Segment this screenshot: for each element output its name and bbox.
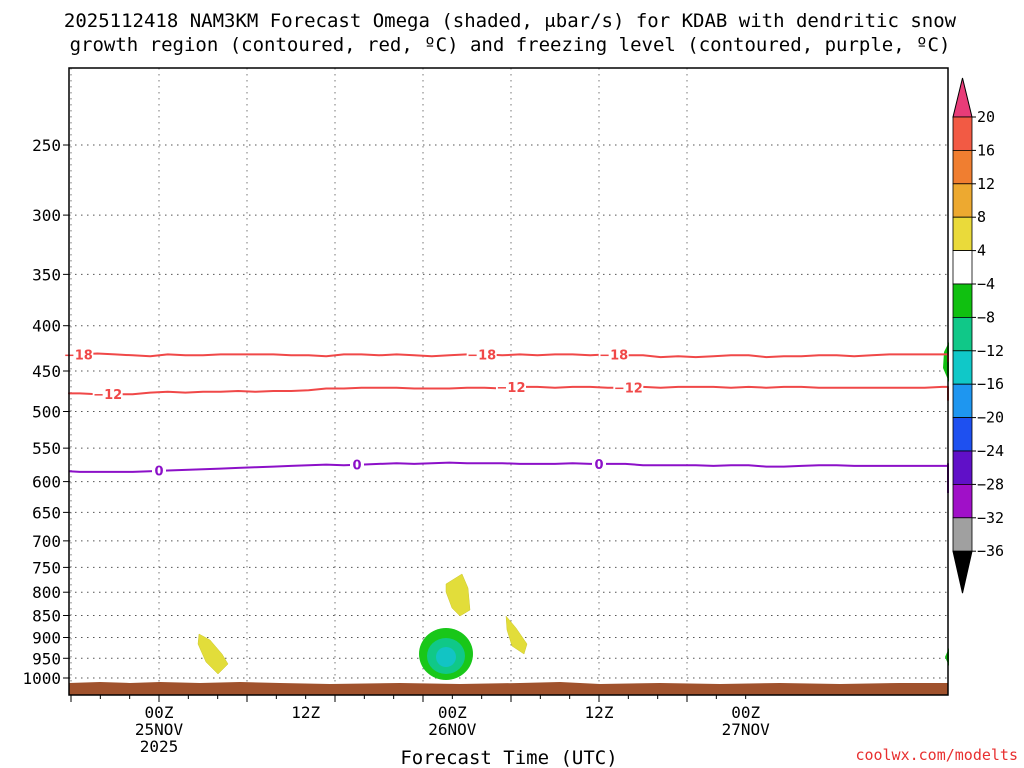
contour-label: 0 (352, 459, 361, 474)
y-tick-label: 350 (32, 265, 61, 284)
contour-label-bg (598, 346, 629, 362)
colorbar-label: 8 (977, 208, 986, 226)
contour-label: −18 (599, 348, 628, 363)
omega-positive-blob (445, 573, 471, 617)
omega-shading (197, 342, 949, 680)
colorbar-label: −4 (977, 275, 995, 293)
contour-label-bg (613, 379, 644, 395)
y-tick-label: 900 (32, 628, 61, 647)
contour-label-bg (92, 386, 123, 402)
contour-label-bg (350, 456, 364, 472)
contour-label-bg (592, 455, 606, 471)
y-tick-label: 750 (32, 558, 61, 577)
omega-positive-blob (505, 615, 528, 655)
colorbar-segment (952, 116, 973, 151)
omega-negative-blob-core (436, 647, 456, 667)
contour-label: −12 (93, 388, 122, 403)
colorbar-segment (952, 450, 973, 485)
colorbar: 20 16 12 8 4 −4 −8 −12 −16 −20 −24 −28 −32 −36 (952, 77, 1004, 594)
contour-label: −18 (64, 348, 93, 363)
colorbar-segment (952, 183, 973, 218)
x-tick-label: 12Z (585, 703, 614, 722)
y-tick-label: 700 (32, 532, 61, 551)
colorbar-label: −24 (977, 442, 1004, 460)
contour-label: −12 (497, 381, 526, 396)
contour-label-bg (496, 378, 526, 394)
x-axis-title: Forecast Time (UTC) (400, 747, 617, 768)
x-tick-label: 26NOV (428, 720, 477, 739)
contour-label-bg (63, 346, 94, 362)
x-tick-label: 00Z (438, 703, 467, 722)
y-tick-label: 450 (32, 362, 61, 381)
x-tick-label: 12Z (291, 703, 320, 722)
x-tick-label: 2025 (140, 737, 179, 756)
colorbar-segment (952, 350, 973, 385)
colorbar-segment (952, 316, 973, 352)
y-tick-label: 800 (32, 583, 61, 602)
x-tick-label: 27NOV (722, 720, 771, 739)
colorbar-top-arrow (952, 77, 973, 118)
y-tick-label: 650 (32, 503, 61, 522)
colorbar-segment (952, 383, 973, 419)
colorbar-label: 4 (977, 242, 986, 260)
grid-lines (69, 68, 948, 695)
colorbar-bottom-arrow (952, 550, 973, 594)
colorbar-segment (952, 483, 973, 519)
y-tick-label: 950 (32, 649, 61, 668)
y-tick-label: 250 (32, 136, 61, 155)
x-tick-label: 00Z (145, 703, 174, 722)
colorbar-label: 12 (977, 175, 995, 193)
colorbar-label: −28 (977, 475, 1004, 493)
contour-label: −12 (614, 382, 643, 397)
contour-label-bg (466, 346, 497, 362)
x-tick-label: 00Z (731, 703, 760, 722)
y-tick-label: 400 (32, 317, 61, 336)
contour-label-bg (152, 462, 166, 478)
y-axis: 250 300 350 400 450 500 550 600 650 700 750 800 850 9… (22, 136, 69, 688)
y-tick-label: 300 (32, 206, 61, 225)
colorbar-label: −32 (977, 509, 1004, 527)
y-tick-label: 550 (32, 439, 61, 458)
omega-positive-blob (197, 633, 229, 675)
colorbar-segment (952, 250, 973, 285)
chart-title-line1: 2025112418 NAM3KM Forecast Omega (shaded… (64, 10, 957, 32)
contour-label: −18 (467, 348, 496, 363)
x-tick-label: 25NOV (135, 720, 184, 739)
colorbar-segment (952, 517, 973, 552)
terrain-surface (69, 682, 948, 695)
colorbar-label: −20 (977, 409, 1004, 427)
colorbar-label: 20 (977, 108, 995, 126)
y-tick-label: 500 (32, 403, 61, 422)
y-tick-label: 600 (32, 473, 61, 492)
colorbar-segment (952, 283, 973, 318)
chart-title-line2: growth region (contoured, red, ºC) and f… (70, 34, 951, 56)
colorbar-label: 16 (977, 141, 995, 159)
colorbar-label: −12 (977, 342, 1004, 360)
credit-label: coolwx.com/modelts (855, 746, 1018, 764)
y-tick-label: 1000 (22, 669, 61, 688)
plot-frame (68, 67, 949, 696)
contour-label: 0 (154, 465, 163, 480)
y-tick-label: 850 (32, 607, 61, 626)
colorbar-label: −16 (977, 375, 1004, 393)
colorbar-label: −36 (977, 542, 1004, 560)
colorbar-segment (952, 149, 973, 185)
contour-label: 0 (594, 458, 603, 473)
colorbar-segment (952, 216, 973, 251)
colorbar-segment (952, 417, 973, 452)
colorbar-label: −8 (977, 308, 995, 326)
